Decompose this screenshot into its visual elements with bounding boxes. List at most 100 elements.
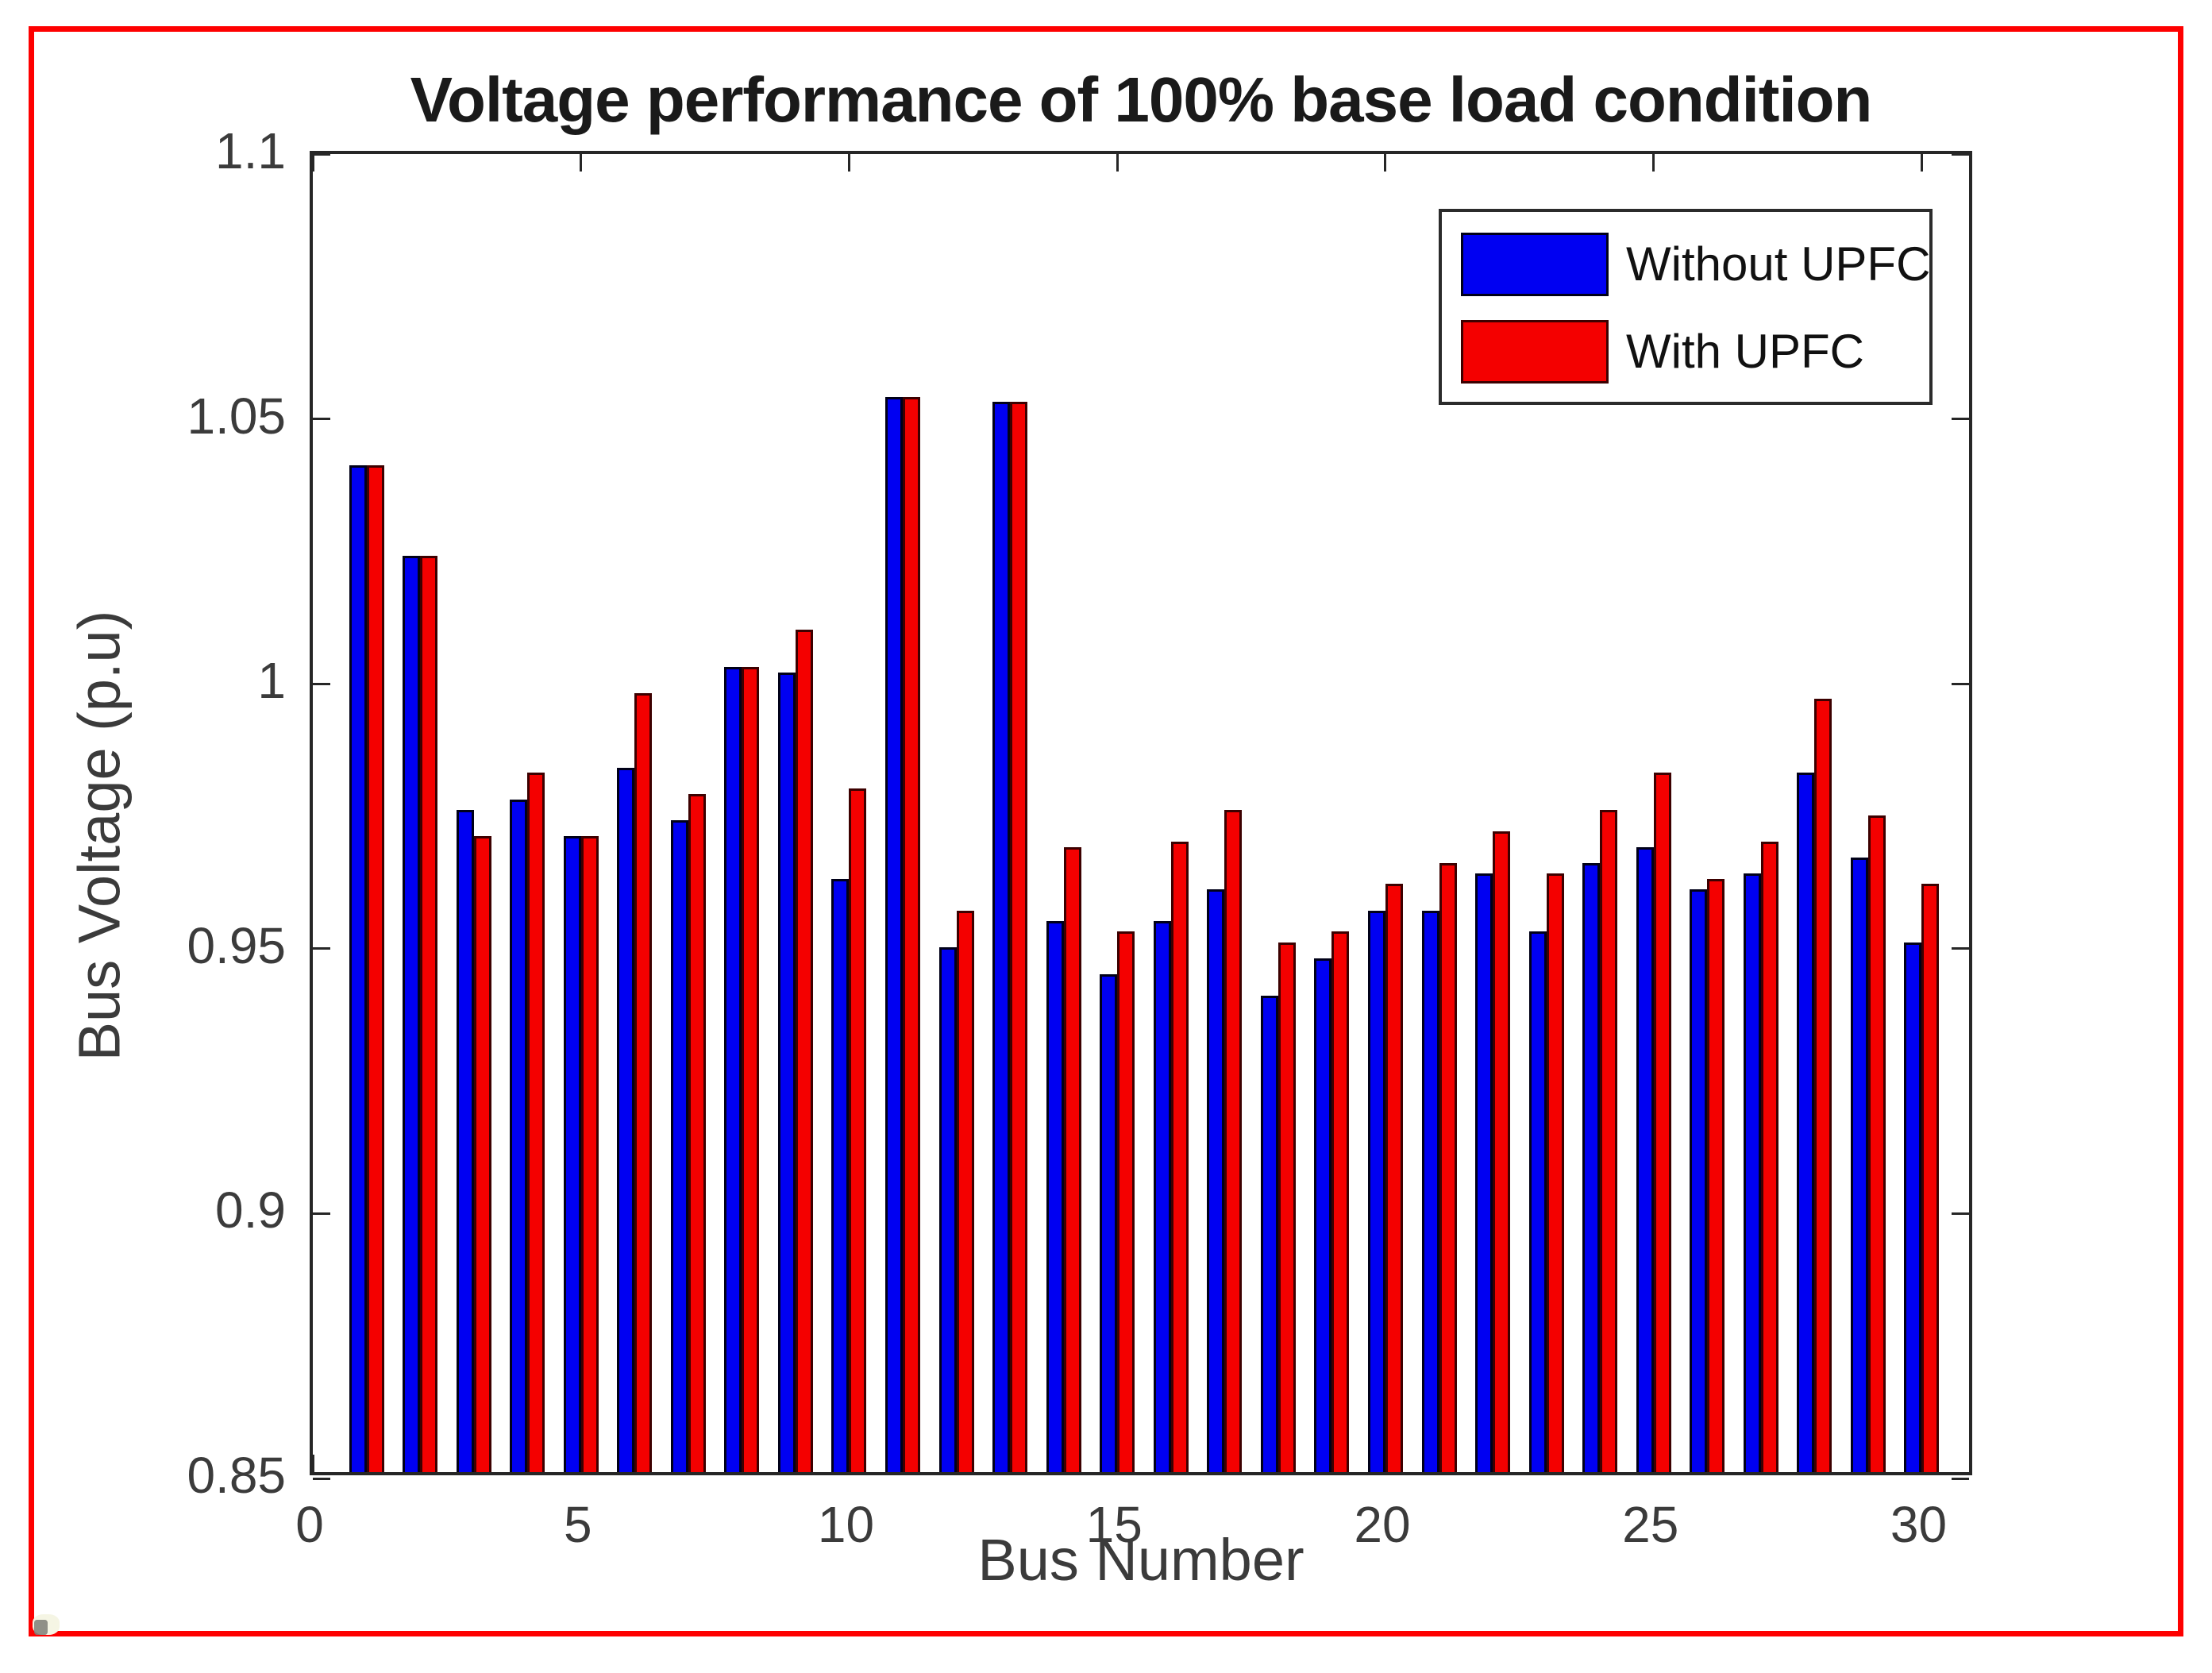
y-tick-mark xyxy=(313,152,330,156)
bar-bus28-with-upfc xyxy=(1814,698,1832,1472)
y-tick-mark xyxy=(313,418,330,421)
bar-bus4-with-upfc xyxy=(527,773,545,1472)
bar-bus15-with-upfc xyxy=(1117,931,1135,1472)
bar-bus24-with-upfc xyxy=(1600,810,1618,1472)
y-tick-label: 1.05 xyxy=(187,387,286,445)
x-tick-mark xyxy=(580,154,583,172)
bar-bus10-without-upfc xyxy=(831,878,850,1472)
x-tick-label: 5 xyxy=(563,1496,592,1553)
bar-bus7-with-upfc xyxy=(688,793,706,1472)
y-tick-mark xyxy=(313,1212,330,1215)
bar-bus1-with-upfc xyxy=(366,465,384,1472)
bar-bus23-with-upfc xyxy=(1546,873,1564,1472)
bar-bus29-without-upfc xyxy=(1850,858,1868,1472)
bar-bus18-without-upfc xyxy=(1260,995,1278,1472)
bar-bus9-with-upfc xyxy=(795,630,813,1472)
bar-bus12-without-upfc xyxy=(938,947,957,1472)
x-tick-mark xyxy=(1652,154,1655,172)
y-tick-label: 1.1 xyxy=(215,122,286,179)
chart-title: Voltage performance of 100% base load co… xyxy=(410,64,1873,135)
y-tick-mark xyxy=(1952,947,1969,950)
bar-bus3-with-upfc xyxy=(473,836,491,1472)
bar-bus27-with-upfc xyxy=(1760,842,1778,1472)
corner-smudge-artifact-dark xyxy=(34,1620,48,1635)
bar-bus19-without-upfc xyxy=(1314,958,1332,1472)
bar-bus20-with-upfc xyxy=(1385,884,1403,1472)
x-tick-mark xyxy=(311,154,314,172)
bar-bus2-with-upfc xyxy=(420,555,438,1472)
bar-bus18-with-upfc xyxy=(1277,942,1296,1472)
bar-bus26-without-upfc xyxy=(1690,889,1708,1472)
red-frame-border xyxy=(29,26,2183,1636)
x-tick-mark xyxy=(847,154,850,172)
bar-bus12-with-upfc xyxy=(956,910,974,1472)
x-tick-label: 25 xyxy=(1622,1496,1679,1553)
bar-bus15-without-upfc xyxy=(1100,973,1118,1472)
bar-bus10-with-upfc xyxy=(849,788,867,1472)
bar-bus21-without-upfc xyxy=(1421,910,1439,1472)
bar-bus21-with-upfc xyxy=(1439,862,1457,1472)
y-tick-mark xyxy=(313,682,330,685)
x-axis-label: Bus Number xyxy=(977,1527,1304,1593)
bar-bus25-without-upfc xyxy=(1636,846,1654,1472)
y-tick-mark xyxy=(1952,418,1969,421)
bar-bus3-without-upfc xyxy=(456,810,474,1472)
bar-bus29-with-upfc xyxy=(1867,815,1886,1472)
y-tick-label: 0.85 xyxy=(187,1447,286,1504)
y-tick-mark xyxy=(1952,682,1969,685)
y-tick-mark xyxy=(313,947,330,950)
bar-bus20-without-upfc xyxy=(1367,910,1385,1472)
bar-bus13-with-upfc xyxy=(1010,402,1028,1472)
bar-bus23-without-upfc xyxy=(1528,931,1547,1472)
bar-bus16-with-upfc xyxy=(1170,842,1189,1472)
bar-bus1-without-upfc xyxy=(349,465,367,1472)
legend-label-without-upfc: Without UPFC xyxy=(1626,237,1931,291)
bar-bus24-without-upfc xyxy=(1582,862,1601,1472)
y-tick-label: 0.9 xyxy=(215,1182,286,1239)
bar-bus28-without-upfc xyxy=(1797,773,1815,1472)
bar-bus5-without-upfc xyxy=(563,836,581,1472)
x-tick-mark xyxy=(1920,154,1923,172)
legend-label-with-upfc: With UPFC xyxy=(1626,325,1864,378)
bar-bus16-without-upfc xyxy=(1153,921,1171,1472)
bar-bus19-with-upfc xyxy=(1331,931,1350,1472)
bar-bus17-with-upfc xyxy=(1224,810,1243,1472)
bar-bus13-without-upfc xyxy=(992,402,1011,1472)
bar-bus7-without-upfc xyxy=(670,820,688,1472)
bar-bus17-without-upfc xyxy=(1207,889,1225,1472)
bar-bus8-with-upfc xyxy=(742,666,760,1472)
bar-bus6-without-upfc xyxy=(617,767,635,1472)
x-tick-mark xyxy=(311,1455,314,1472)
bar-bus14-with-upfc xyxy=(1063,846,1081,1472)
bar-bus6-with-upfc xyxy=(634,693,653,1472)
bar-bus30-without-upfc xyxy=(1904,942,1922,1472)
bar-bus4-without-upfc xyxy=(510,799,528,1472)
plot-area xyxy=(310,151,1972,1480)
bar-bus8-without-upfc xyxy=(724,666,742,1472)
bar-bus2-without-upfc xyxy=(403,555,421,1472)
bar-bus22-with-upfc xyxy=(1493,831,1511,1472)
x-tick-mark xyxy=(1116,154,1119,172)
bar-bus5-with-upfc xyxy=(580,836,599,1472)
y-tick-mark xyxy=(1952,1477,1969,1480)
x-tick-label: 15 xyxy=(1085,1496,1143,1553)
legend-swatch-without-upfc xyxy=(1461,233,1609,296)
y-tick-label: 1 xyxy=(257,652,286,710)
y-tick-mark xyxy=(1952,152,1969,156)
legend: Without UPFC With UPFC xyxy=(1439,209,1933,405)
x-tick-label: 0 xyxy=(295,1496,324,1553)
bar-bus22-without-upfc xyxy=(1475,873,1493,1472)
y-tick-mark xyxy=(1952,1212,1969,1215)
y-tick-label: 0.95 xyxy=(187,916,286,974)
bar-bus11-without-upfc xyxy=(885,396,904,1472)
x-tick-label: 20 xyxy=(1354,1496,1411,1553)
x-tick-mark xyxy=(1384,154,1387,172)
bar-bus11-with-upfc xyxy=(903,396,921,1472)
bar-bus25-with-upfc xyxy=(1653,773,1671,1472)
bar-bus30-with-upfc xyxy=(1921,884,1940,1472)
legend-swatch-with-upfc xyxy=(1461,320,1609,384)
bar-bus9-without-upfc xyxy=(777,672,796,1472)
bar-bus27-without-upfc xyxy=(1743,873,1761,1472)
bar-bus14-without-upfc xyxy=(1046,921,1064,1472)
